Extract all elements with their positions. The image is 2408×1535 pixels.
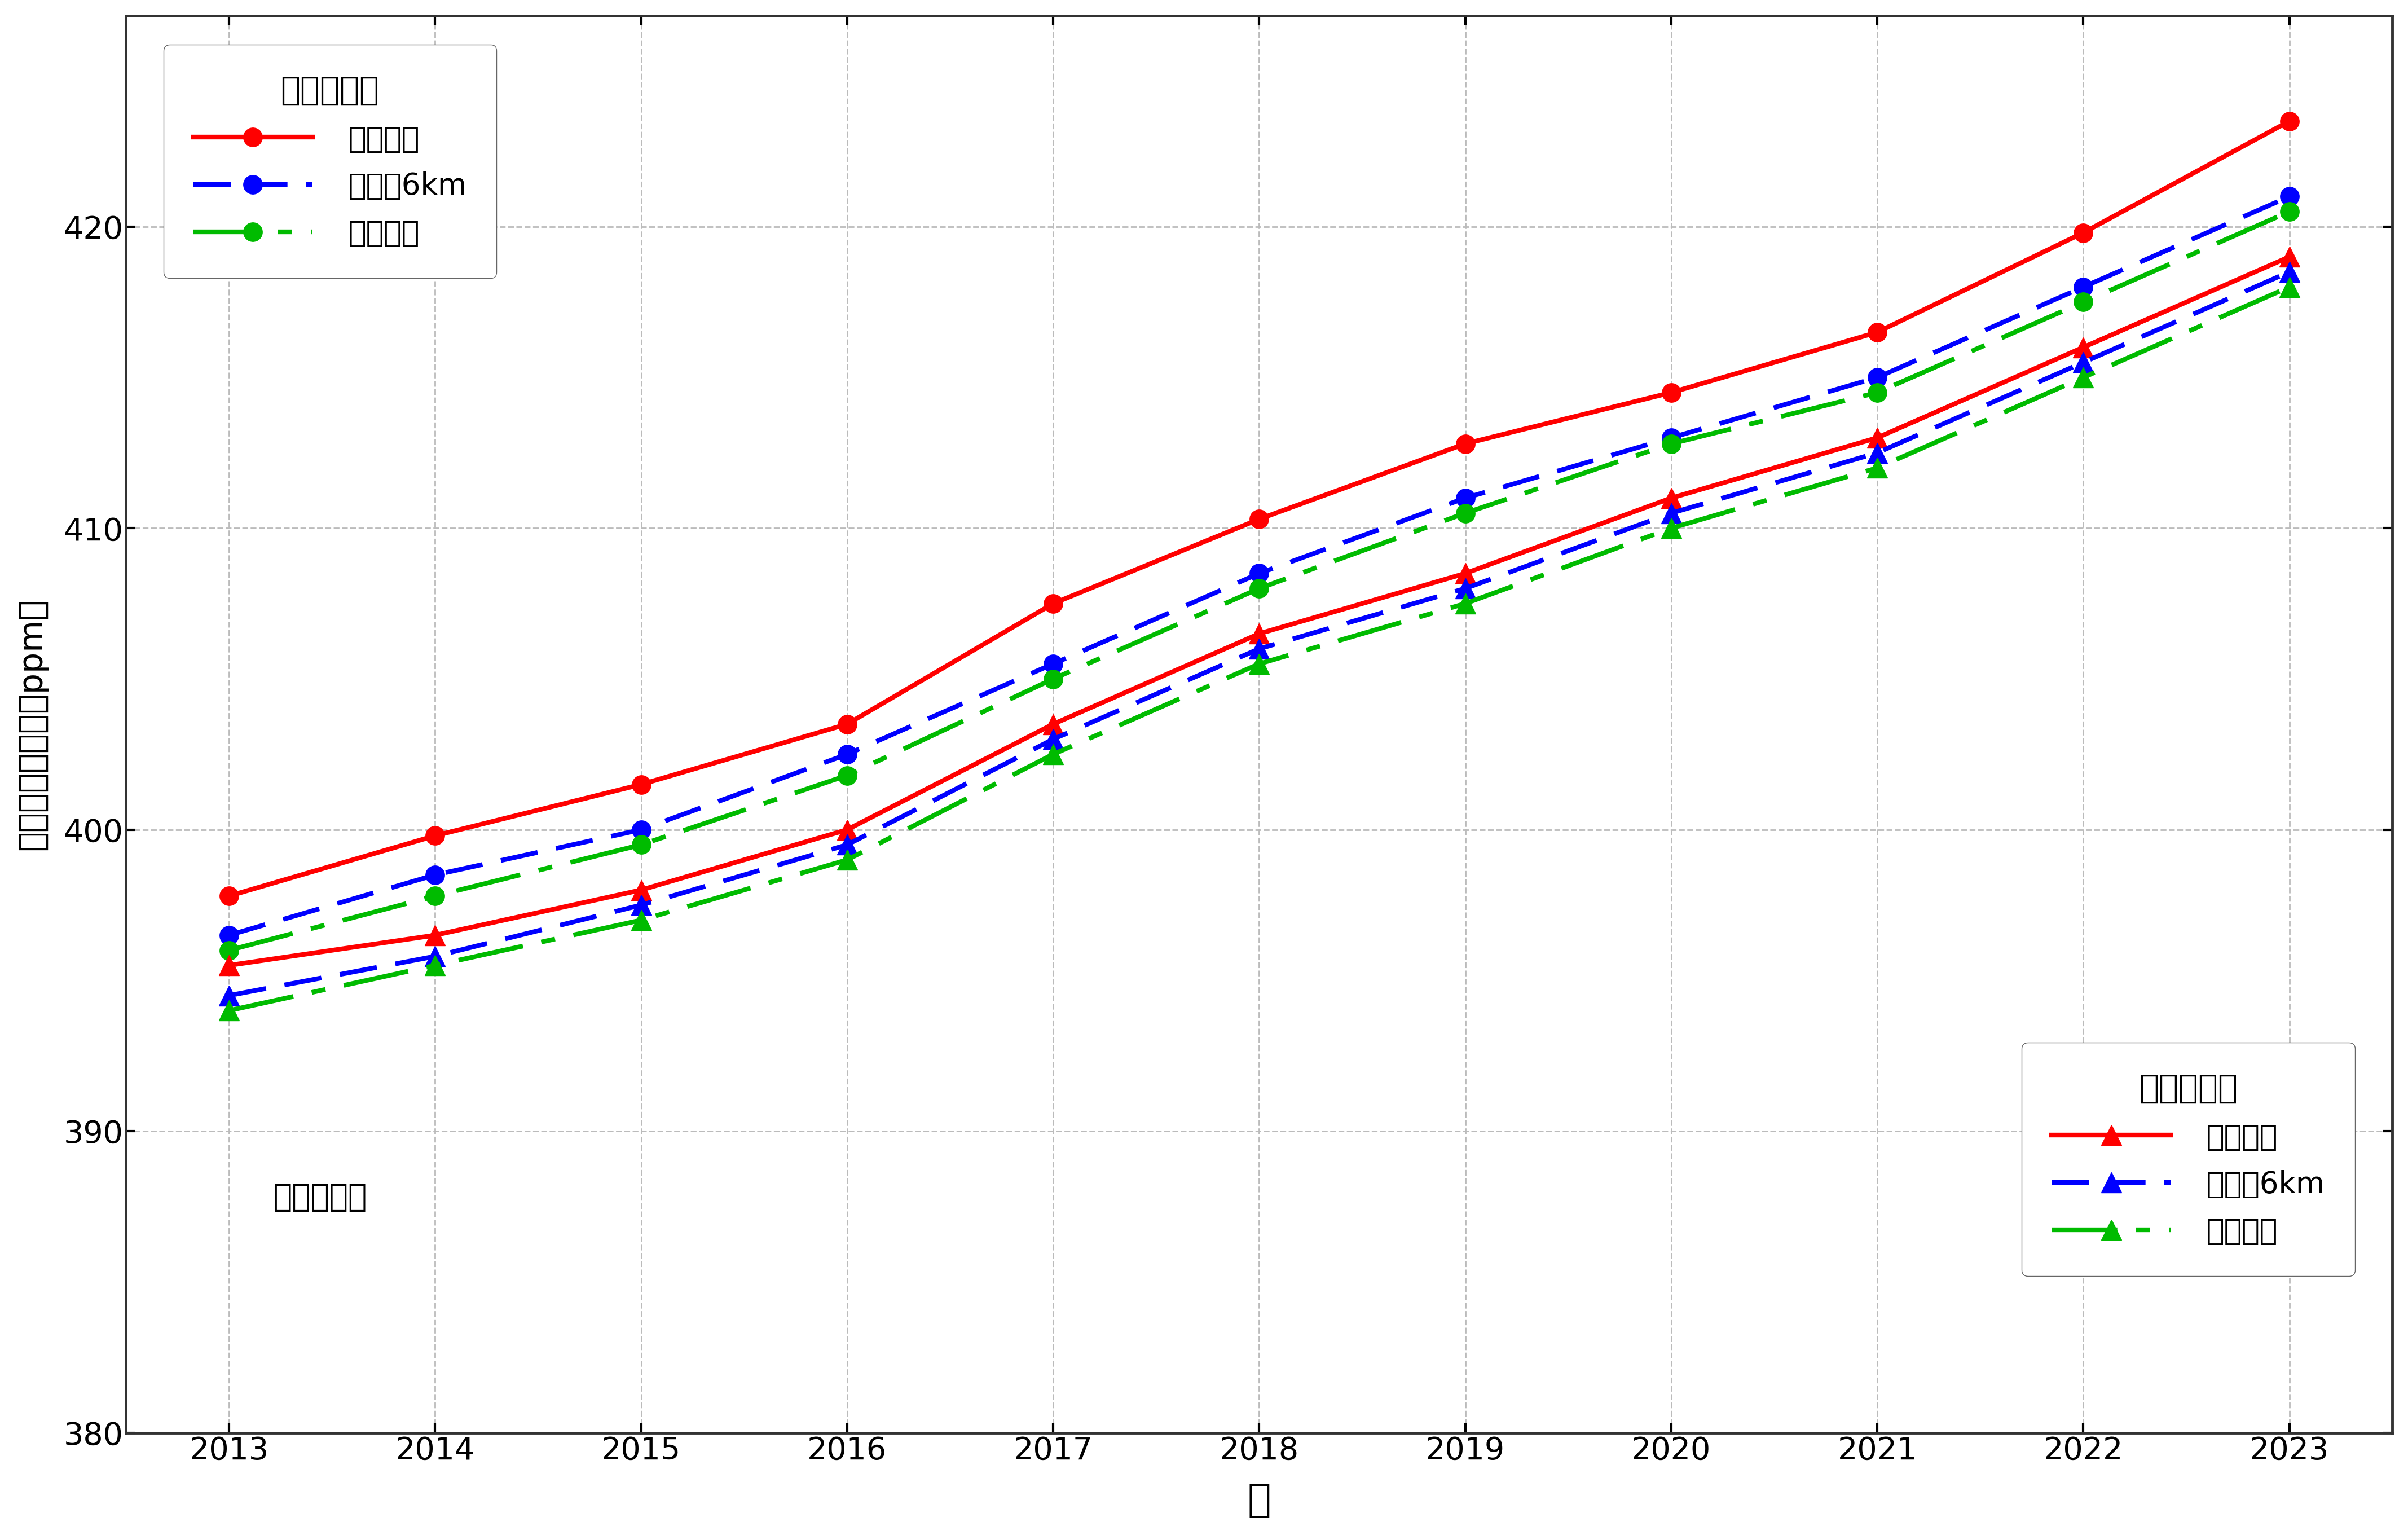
Legend: 地表付近, 高度分6km, 気柱平均: 地表付近, 高度分6km, 気柱平均: [2023, 1042, 2355, 1276]
Text: 年平均濃度: 年平均濃度: [275, 1182, 366, 1213]
X-axis label: 年: 年: [1247, 1481, 1271, 1520]
Y-axis label: 二酸化炭素濃度（ppm）: 二酸化炭素濃度（ppm）: [17, 599, 48, 850]
